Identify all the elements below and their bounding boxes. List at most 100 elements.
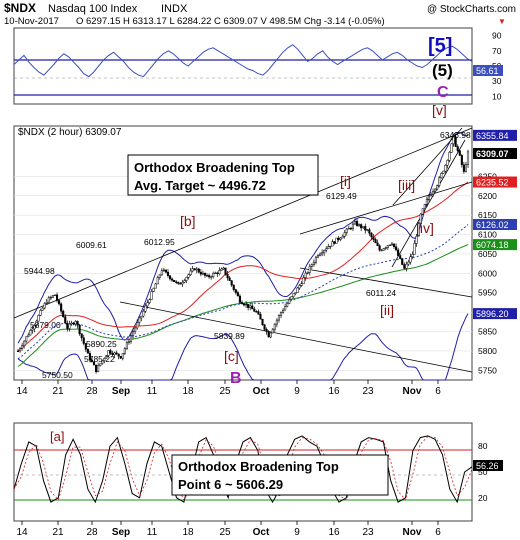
price-candles bbox=[16, 135, 470, 374]
copyright-text: @ StockCharts.com bbox=[427, 4, 516, 15]
price-candle-body bbox=[450, 143, 453, 153]
x-tick-label: 21 bbox=[52, 527, 64, 538]
price-candle-body bbox=[316, 255, 320, 258]
price-candle-body bbox=[261, 318, 264, 326]
price-candle-body bbox=[109, 350, 112, 354]
price-candle-body bbox=[304, 272, 307, 278]
price-candle-body bbox=[384, 247, 387, 249]
x-tick-label: Sep bbox=[112, 386, 130, 397]
price-candle-body bbox=[358, 224, 361, 226]
price-candle-body bbox=[333, 241, 336, 244]
x-tick-label: 25 bbox=[219, 386, 231, 397]
price-candle-body bbox=[164, 269, 167, 273]
price-candle-body bbox=[29, 330, 32, 336]
header-symbol: $NDX bbox=[4, 1, 36, 15]
price-candle-body bbox=[409, 256, 412, 263]
header-exchange: INDX bbox=[161, 3, 188, 15]
price-label-5839: 5839.89 bbox=[214, 331, 245, 341]
price-candle-body bbox=[284, 306, 287, 311]
x-tick-label: 18 bbox=[182, 386, 194, 397]
wave-label-b: [b] bbox=[180, 213, 196, 229]
price-candle-body bbox=[62, 310, 65, 318]
x-tick-label: Oct bbox=[253, 527, 270, 538]
trendline-channel-low bbox=[391, 139, 466, 268]
price-y-tick: 5950 bbox=[478, 288, 497, 298]
price-candle-body bbox=[86, 348, 89, 354]
price-candle-body bbox=[370, 232, 373, 238]
price-panel: 6250620061506100605060005950590058505800… bbox=[13, 102, 517, 387]
price-candle-body bbox=[123, 348, 126, 354]
price-candle-body bbox=[129, 335, 133, 342]
price-label-5750: 5750.50 bbox=[42, 370, 73, 380]
x-tick-label: 16 bbox=[328, 527, 340, 538]
price-candle-body bbox=[191, 268, 194, 272]
price-candle-body bbox=[325, 248, 328, 251]
price-candle-body bbox=[179, 283, 182, 285]
price-candle-body bbox=[45, 301, 48, 304]
price-candle-body bbox=[349, 227, 352, 230]
price-candle-body bbox=[210, 276, 213, 278]
x-tick-label: 11 bbox=[147, 527, 158, 538]
price-candle-body bbox=[240, 302, 244, 305]
wave-label-ii: [ii] bbox=[380, 302, 394, 318]
price-y-tick: 6200 bbox=[478, 191, 497, 201]
price-candle-body bbox=[113, 352, 116, 355]
price-candle-body bbox=[432, 191, 435, 195]
right-price-label: 5896.20 bbox=[476, 309, 509, 319]
price-candle-body bbox=[60, 303, 63, 312]
price-y-tick: 5750 bbox=[478, 365, 497, 375]
price-candle-body bbox=[138, 317, 141, 323]
right-price-label: 6309.07 bbox=[476, 149, 509, 159]
price-candle-body bbox=[452, 136, 455, 145]
price-candle-body bbox=[117, 353, 120, 357]
price-candle-body bbox=[175, 281, 178, 283]
price-candle-body bbox=[53, 294, 57, 296]
price-candle-body bbox=[282, 309, 285, 313]
price-candle-body bbox=[88, 353, 91, 361]
price-candle-body bbox=[399, 255, 402, 259]
price-candle-body bbox=[321, 252, 324, 255]
price-candle-body bbox=[148, 299, 151, 303]
price-label-5944: 5944.98 bbox=[24, 266, 55, 276]
price-candle-body bbox=[199, 271, 202, 275]
price-candle-body bbox=[341, 235, 344, 239]
wave-label-iii: [iii] bbox=[398, 177, 415, 193]
price-candle-body bbox=[105, 355, 108, 359]
price-candle-body bbox=[132, 331, 135, 336]
price-candle-body bbox=[312, 261, 315, 266]
price-candle-body bbox=[193, 268, 196, 271]
price-candle-body bbox=[372, 236, 375, 240]
price-candle-body bbox=[454, 136, 457, 147]
price-candle-body bbox=[216, 272, 219, 275]
stoch-current-badge bbox=[473, 460, 503, 471]
price-candle-body bbox=[242, 303, 246, 306]
price-candle-body bbox=[351, 223, 354, 229]
rsi-current-badge bbox=[473, 65, 503, 76]
price-candle-body bbox=[314, 256, 317, 263]
price-candle-body bbox=[222, 267, 225, 270]
price-candle-body bbox=[92, 361, 96, 366]
price-candle-body bbox=[224, 267, 227, 275]
price-candle-body bbox=[189, 270, 192, 275]
price-candle-body bbox=[74, 321, 77, 325]
price-candle-body bbox=[238, 295, 241, 303]
price-candle-body bbox=[236, 292, 239, 297]
price-candle-body bbox=[218, 270, 221, 275]
price-candle-body bbox=[306, 272, 309, 274]
price-label-6012: 6012.95 bbox=[144, 237, 175, 247]
wave-label-i: [i] bbox=[340, 173, 351, 189]
price-candle-body bbox=[203, 272, 207, 276]
price-candle-body bbox=[76, 321, 79, 326]
price-candle-body bbox=[290, 296, 293, 300]
price-candle-body bbox=[302, 277, 305, 285]
price-candle-body bbox=[166, 271, 170, 276]
right-price-label: 6126.02 bbox=[476, 220, 509, 230]
price-candle-body bbox=[115, 352, 118, 355]
price-candle-body bbox=[140, 315, 143, 319]
x-tick-label: 11 bbox=[147, 386, 158, 397]
price-candle-body bbox=[464, 164, 467, 172]
wave-label-c-small: [c] bbox=[224, 348, 239, 364]
price-y-tick: 5850 bbox=[478, 327, 497, 337]
price-candle-body bbox=[70, 322, 73, 325]
price-candle-body bbox=[249, 305, 252, 308]
